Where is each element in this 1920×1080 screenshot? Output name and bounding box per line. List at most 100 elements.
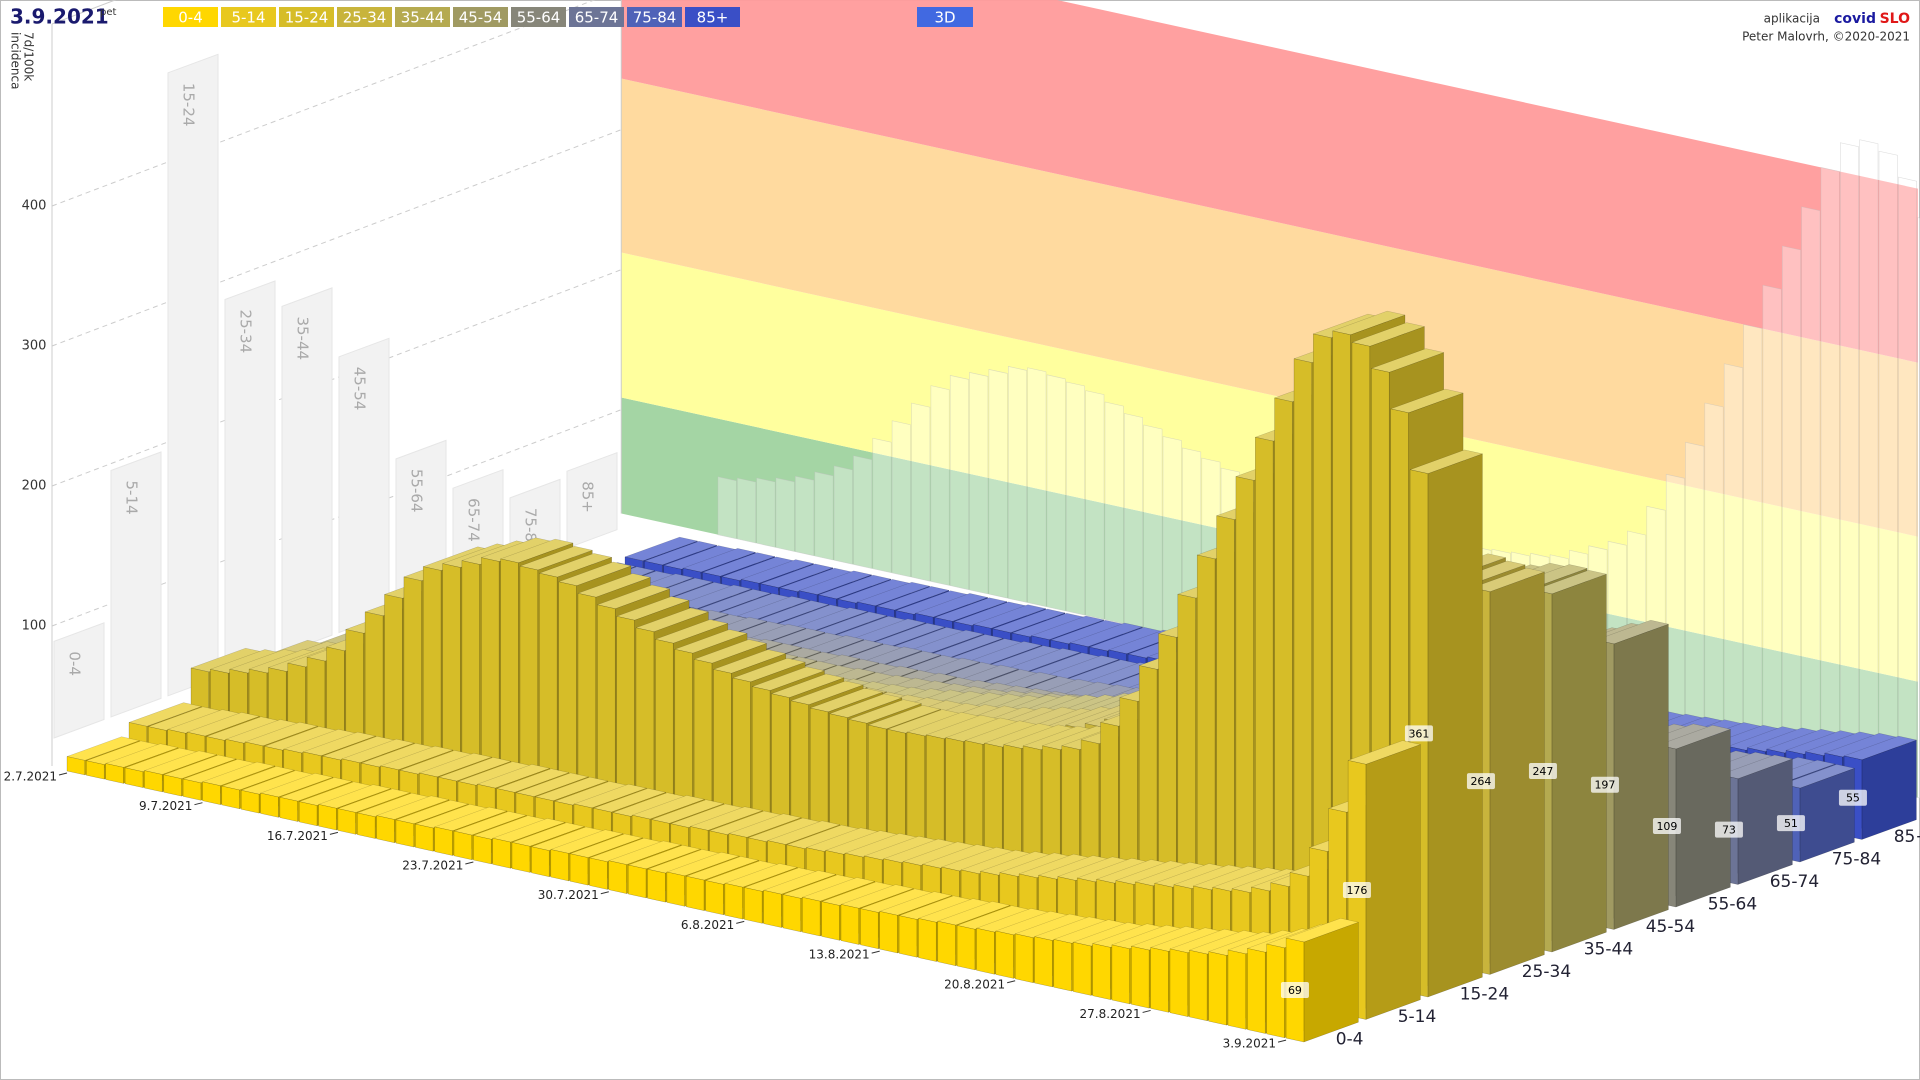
back-shadow xyxy=(853,455,873,569)
wall-bar xyxy=(110,451,162,718)
wall-bar xyxy=(167,53,219,697)
x-tick-label: 2.7.2021 xyxy=(4,770,57,784)
bar-front xyxy=(918,918,937,962)
legend-label[interactable]: 55-64 xyxy=(517,9,561,27)
bar xyxy=(1409,449,1484,998)
x-tick xyxy=(600,891,609,895)
bar-front xyxy=(1189,949,1208,1022)
legend-chip[interactable] xyxy=(511,7,566,27)
group-label: 65-74 xyxy=(1770,872,1819,892)
x-tick xyxy=(465,861,474,865)
legend-chip[interactable] xyxy=(279,7,334,27)
back-shadow xyxy=(1665,473,1685,747)
back-shadow xyxy=(1723,363,1743,760)
back-shadow xyxy=(1007,366,1027,603)
bar-front xyxy=(1150,947,1169,1013)
bar-front xyxy=(860,908,879,950)
legend-label[interactable]: 75-84 xyxy=(633,9,677,27)
legend-label[interactable]: 5-14 xyxy=(231,9,265,27)
bar-front xyxy=(86,760,105,780)
bar-top xyxy=(317,784,392,809)
view-button[interactable] xyxy=(917,7,973,27)
bar-front xyxy=(685,875,705,911)
back-shadow xyxy=(1898,176,1917,798)
bar-front xyxy=(298,801,318,827)
back-shadow xyxy=(1085,390,1105,620)
bar-front xyxy=(550,849,569,882)
back-shadow xyxy=(775,477,795,552)
bar-front xyxy=(511,842,531,873)
x-tick xyxy=(194,802,203,806)
bar-front xyxy=(531,846,550,878)
legend-chip[interactable] xyxy=(627,7,682,27)
bar-front xyxy=(724,882,743,920)
back-shadow xyxy=(1820,167,1840,781)
bar-front xyxy=(279,796,298,822)
y-tick-label: 200 xyxy=(22,479,47,494)
value-label: 73 xyxy=(1722,824,1736,837)
view-button-label[interactable]: 3D xyxy=(934,9,955,27)
value-label-box xyxy=(1342,881,1371,898)
group-label: 25-34 xyxy=(1522,962,1571,982)
bar-front xyxy=(782,894,802,933)
value-label: 264 xyxy=(1470,775,1491,788)
value-label: 55 xyxy=(1846,792,1860,805)
legend-chip[interactable] xyxy=(221,7,276,27)
legend-chip[interactable] xyxy=(685,7,740,27)
bar-front xyxy=(337,808,356,835)
legend-chip[interactable] xyxy=(337,7,392,27)
back-shadow xyxy=(1859,139,1879,790)
bar-top xyxy=(433,806,508,832)
risk-band xyxy=(621,0,1918,363)
wall-bar-label: 55-64 xyxy=(408,469,426,513)
wall-bar-label: 85+ xyxy=(579,481,597,513)
back-shadow xyxy=(891,420,911,578)
bar xyxy=(1285,918,1360,1043)
bar-front xyxy=(376,815,395,844)
back-shadow xyxy=(1124,413,1143,629)
back-shadow xyxy=(1704,402,1724,756)
bar-front xyxy=(492,837,511,869)
back-shadow xyxy=(717,476,737,540)
value-label: 176 xyxy=(1346,884,1367,897)
bar-front xyxy=(221,785,240,810)
y-axis-label: 7d/100k xyxy=(22,32,36,81)
y-tick-label: 300 xyxy=(22,339,47,354)
value-label-box xyxy=(1652,818,1681,835)
x-tick-label: 30.7.2021 xyxy=(538,888,599,902)
group-label: 35-44 xyxy=(1584,939,1633,959)
legend-chip[interactable] xyxy=(453,7,508,27)
x-tick-label: 23.7.2021 xyxy=(402,859,463,873)
legend-label[interactable]: 45-54 xyxy=(459,9,503,27)
chart-title: 3.9.2021 xyxy=(10,5,109,29)
value-label-box xyxy=(1776,815,1805,832)
grid-line xyxy=(51,269,622,487)
wall-bar-label: 25-34 xyxy=(237,310,255,354)
bar-front xyxy=(453,830,473,861)
bar-front xyxy=(1247,948,1266,1034)
legend-label[interactable]: 25-34 xyxy=(343,9,387,27)
back-shadow xyxy=(737,477,757,544)
legend-label[interactable]: 35-44 xyxy=(401,9,445,27)
legend-label[interactable]: 85+ xyxy=(697,9,729,27)
legend-label[interactable]: 15-24 xyxy=(285,9,329,27)
legend-chip[interactable] xyxy=(395,7,450,27)
bar-front xyxy=(318,804,337,831)
legend-label[interactable]: 65-74 xyxy=(575,9,619,27)
wall-bar-label: 5-14 xyxy=(123,481,141,515)
bar-front xyxy=(956,925,976,971)
value-label: 247 xyxy=(1532,765,1553,778)
x-tick-label: 13.8.2021 xyxy=(809,948,870,962)
header: 3.9.2021 pet aplikacija covid SLO Peter … xyxy=(10,5,1910,44)
bar-side xyxy=(1675,728,1731,908)
wall-bar xyxy=(281,287,333,655)
legend-chip[interactable] xyxy=(163,7,218,27)
bar-front xyxy=(182,778,202,801)
value-label: 51 xyxy=(1784,817,1798,830)
legend-chip[interactable] xyxy=(569,7,624,27)
legend-label[interactable]: 0-4 xyxy=(178,9,203,27)
bar xyxy=(1347,740,1422,1020)
back-shadow xyxy=(872,437,892,574)
bar xyxy=(1657,725,1732,908)
